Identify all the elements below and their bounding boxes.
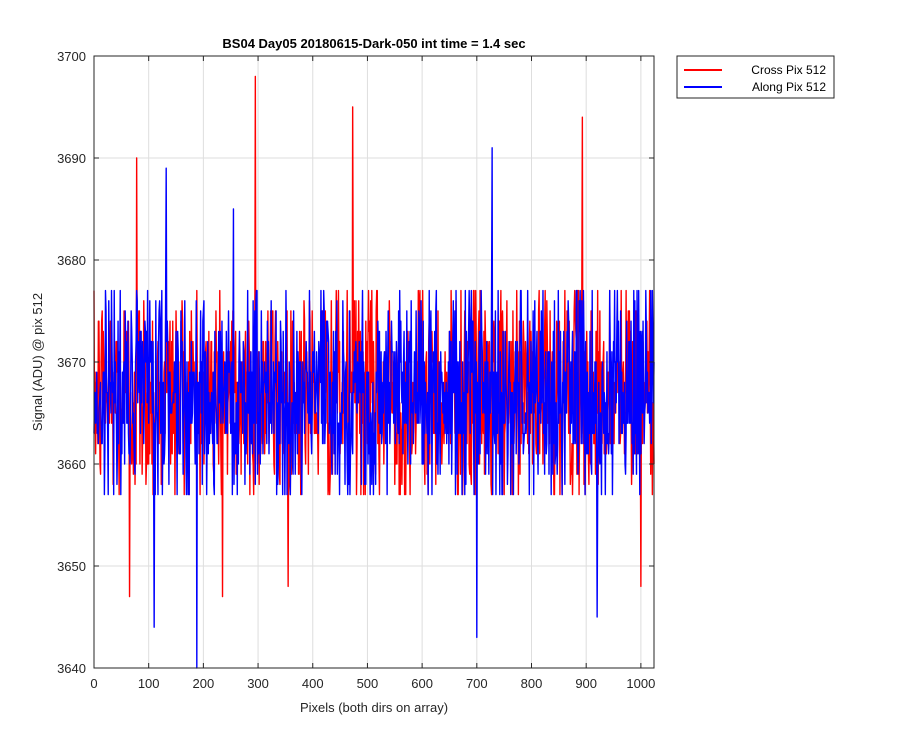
y-tick-label: 3700 <box>57 49 86 64</box>
x-tick-label: 300 <box>247 676 269 691</box>
y-tick-label: 3690 <box>57 151 86 166</box>
series-line-along-pix-512 <box>93 147 655 669</box>
x-tick-label: 200 <box>193 676 215 691</box>
x-tick-label: 400 <box>302 676 324 691</box>
x-tick-label: 1000 <box>626 676 655 691</box>
legend-label-cross: Cross Pix 512 <box>751 63 826 77</box>
y-tick-label: 3640 <box>57 661 86 676</box>
x-tick-label: 500 <box>357 676 379 691</box>
y-tick-label: 3680 <box>57 253 86 268</box>
y-tick-label: 3670 <box>57 355 86 370</box>
legend: Cross Pix 512 Along Pix 512 <box>676 55 835 99</box>
x-tick-label: 0 <box>90 676 97 691</box>
series-group <box>93 75 655 669</box>
x-axis-label: Pixels (both dirs on array) <box>300 700 448 715</box>
x-tick-label: 600 <box>411 676 433 691</box>
legend-box <box>676 55 835 99</box>
x-tick-label: 900 <box>575 676 597 691</box>
x-axis-ticks: 0 100 200 300 400 500 600 700 800 900 1000 <box>90 56 655 691</box>
y-axis-ticks: 3640 3650 3660 3670 3680 3690 3700 <box>57 49 654 676</box>
y-tick-label: 3650 <box>57 559 86 574</box>
x-tick-label: 800 <box>521 676 543 691</box>
x-tick-label: 700 <box>466 676 488 691</box>
y-axis-label: Signal (ADU) @ pix 512 <box>30 293 45 431</box>
legend-label-along: Along Pix 512 <box>752 80 826 94</box>
y-tick-label: 3660 <box>57 457 86 472</box>
x-tick-label: 100 <box>138 676 160 691</box>
chart-title: BS04 Day05 20180615-Dark-050 int time = … <box>222 36 525 51</box>
